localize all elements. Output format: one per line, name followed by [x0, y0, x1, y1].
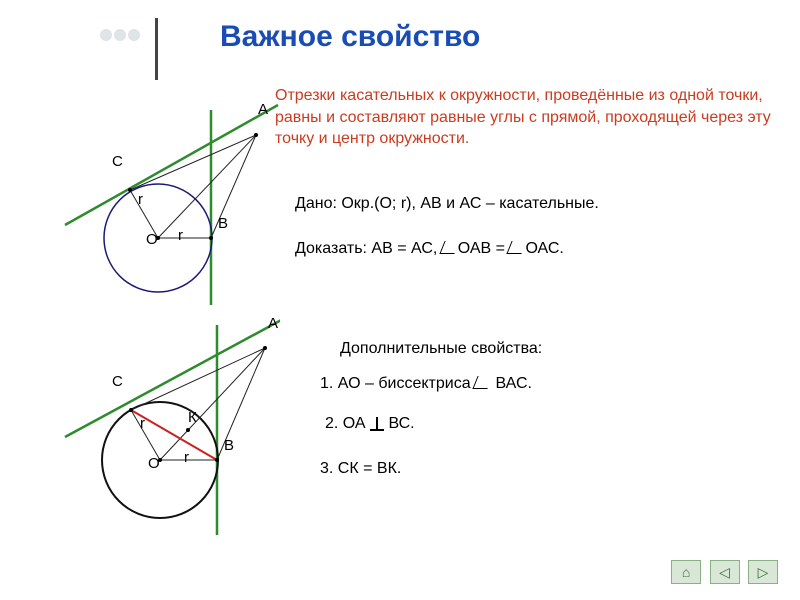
decorative-line: [155, 18, 158, 80]
svg-text:r: r: [140, 415, 145, 432]
svg-text:С: С: [112, 153, 123, 170]
prove-mid: ОАВ =: [458, 240, 510, 257]
nav-next-button[interactable]: ▷: [748, 560, 778, 584]
diagram-1-svg: А В С Оr r: [60, 100, 280, 310]
svg-text:В: В: [224, 437, 234, 454]
page-title: Важное свойство: [220, 20, 480, 54]
prove-text: Доказать: АВ = АС, ОАВ = ОАС.: [295, 240, 564, 258]
svg-text:r: r: [178, 227, 183, 244]
extra-2: 2. ОА ВС.: [325, 415, 415, 433]
nav-home-button[interactable]: ⌂: [671, 560, 701, 584]
diagram-2-svg: А В С О Кr r: [60, 310, 280, 540]
extras-title: Дополнительные свойства:: [340, 340, 542, 358]
diagram-1: А В С Оr r: [60, 100, 280, 310]
extra-2b: ВС.: [388, 415, 414, 432]
svg-text:r: r: [184, 449, 189, 466]
nav-buttons: ⌂ ◁ ▷: [667, 560, 778, 584]
prove-suffix: ОАС.: [525, 240, 563, 257]
decorative-dots: [100, 28, 142, 46]
svg-text:О: О: [148, 455, 160, 472]
nav-prev-button[interactable]: ◁: [710, 560, 740, 584]
angle-icon: [509, 241, 523, 253]
extra-1b: ВАС.: [491, 375, 532, 392]
perp-icon: [370, 417, 384, 431]
svg-text:О: О: [146, 231, 158, 248]
prove-prefix: Доказать: АВ = АС,: [295, 240, 442, 257]
svg-text:r: r: [138, 191, 143, 208]
extra-1: 1. АО – биссектриса ВАС.: [320, 375, 532, 393]
svg-text:А: А: [258, 101, 268, 118]
svg-text:К: К: [188, 409, 197, 426]
angle-icon: [475, 376, 489, 388]
extra-2a: 2. ОА: [325, 415, 370, 432]
extra-3: 3. СК = ВК.: [320, 460, 401, 478]
svg-text:А: А: [268, 315, 278, 332]
extra-1a: 1. АО – биссектриса: [320, 375, 475, 392]
given-text: Дано: Окр.(О; r), АВ и АС – касательные.: [295, 195, 599, 213]
svg-text:В: В: [218, 215, 228, 232]
theorem-text: Отрезки касательных к окружности, провед…: [275, 85, 775, 150]
svg-text:С: С: [112, 373, 123, 390]
diagram-2: А В С О Кr r: [60, 310, 280, 540]
angle-icon: [442, 241, 456, 253]
